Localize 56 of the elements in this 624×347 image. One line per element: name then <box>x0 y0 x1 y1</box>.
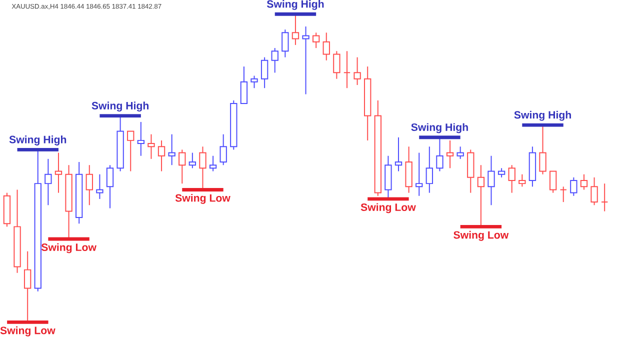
candlestick <box>106 164 114 209</box>
candlestick <box>148 134 155 160</box>
candlestick <box>333 50 340 80</box>
candlestick <box>137 121 145 156</box>
candlestick <box>271 48 278 74</box>
candlestick <box>260 56 268 89</box>
annotation: Swing Low <box>175 194 230 204</box>
candlestick <box>560 186 567 203</box>
candlestick <box>220 134 227 166</box>
candlestick <box>394 136 402 172</box>
candlestick <box>416 152 423 196</box>
annotation: Swing High <box>92 102 148 112</box>
candlestick <box>250 75 258 89</box>
candlestick <box>436 136 444 172</box>
annotation: Swing High <box>411 123 468 134</box>
candlestick <box>44 158 52 206</box>
candlestick <box>54 152 62 194</box>
candlestick <box>570 176 578 196</box>
candlestick <box>127 130 134 172</box>
candlestick <box>209 155 217 172</box>
annotation: Swing High <box>9 136 66 146</box>
candlestick <box>477 164 485 228</box>
candlestick <box>539 124 546 175</box>
candlestick <box>549 170 557 194</box>
annotation: Swing High <box>266 0 324 10</box>
candlestick <box>158 140 166 172</box>
candlestick <box>282 29 289 58</box>
candlestick <box>600 183 608 212</box>
annotation: Swing Low <box>0 326 56 336</box>
annotation: Swing High <box>514 110 571 121</box>
candlestick <box>426 146 434 194</box>
candlestick <box>498 168 506 178</box>
candlestick <box>86 164 93 206</box>
candlestick <box>312 32 320 49</box>
candlestick <box>518 174 526 188</box>
candlestick <box>508 164 516 194</box>
candlestick <box>302 26 310 95</box>
candlestick <box>188 152 196 169</box>
candlestick <box>354 56 361 86</box>
candlestick <box>199 146 206 190</box>
candlestick <box>240 66 248 104</box>
candlestick <box>590 176 598 206</box>
candlestick <box>456 146 464 160</box>
candlestick <box>292 14 300 46</box>
candlestick <box>168 134 176 166</box>
candlestick <box>343 50 351 89</box>
annotation: Swing Low <box>454 230 509 241</box>
candlestick <box>178 149 186 184</box>
annotation: Swing Low <box>360 203 416 214</box>
candlestick <box>24 250 32 323</box>
candlestick <box>488 155 495 206</box>
annotation: Swing Low <box>41 243 96 254</box>
candlestick <box>96 174 104 200</box>
candlestick <box>446 140 454 169</box>
candlestick <box>580 174 588 190</box>
candlestick <box>322 32 330 61</box>
